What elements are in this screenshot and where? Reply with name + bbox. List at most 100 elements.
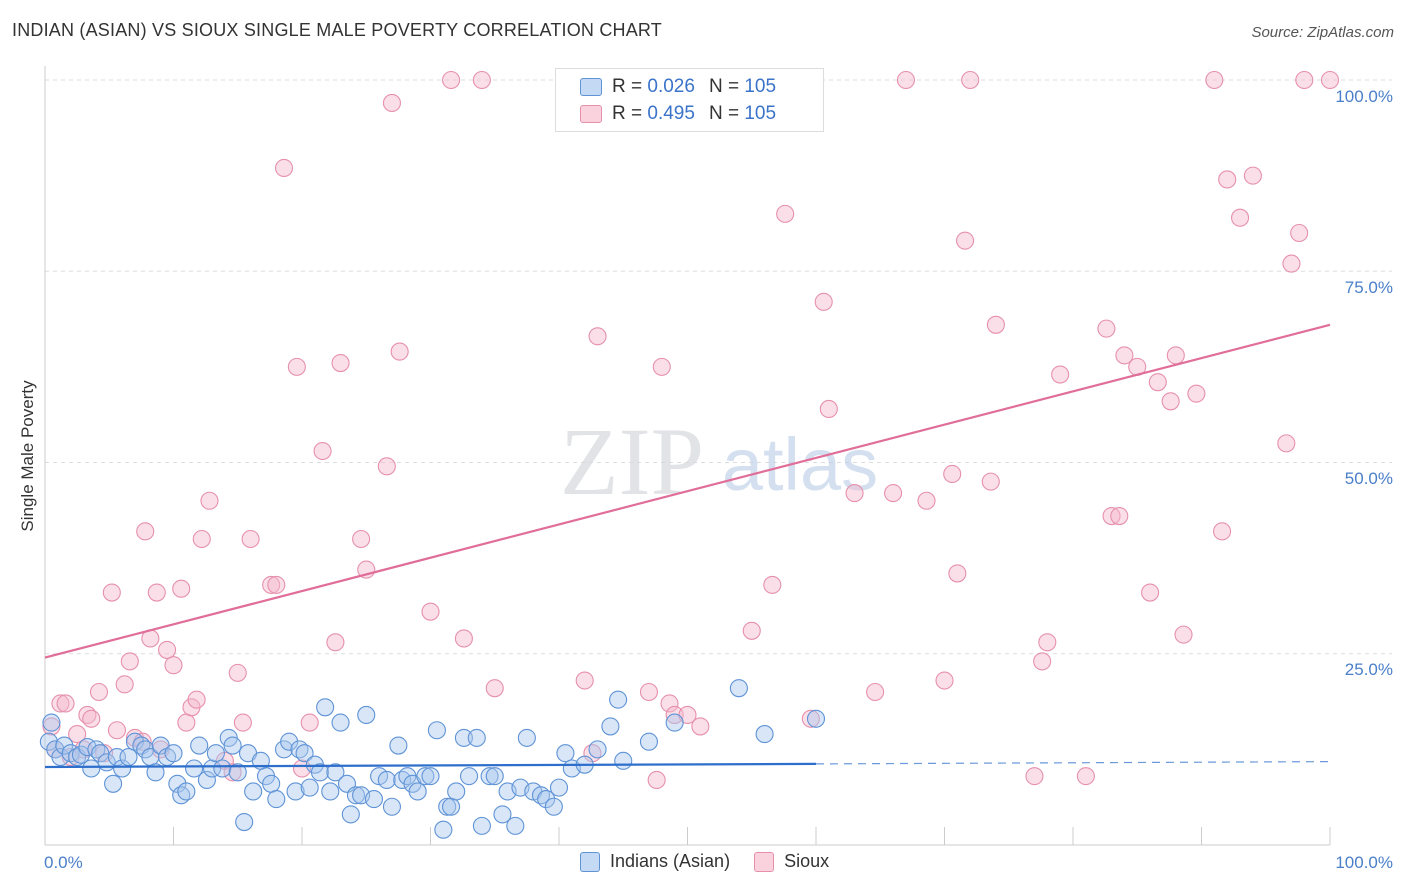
data-point [447,782,466,801]
legend-n-label: N = [708,103,740,124]
data-point [1148,373,1167,392]
indians-asian-series [39,679,826,839]
data-point [56,694,75,713]
legend-label-sioux: Sioux [784,851,830,871]
data-point [316,698,335,717]
data-point [262,774,281,793]
series-legend: Indians (Asian) Sioux [580,851,853,872]
data-point [454,728,473,747]
sioux-series [42,70,1340,790]
data-point [115,675,134,694]
data-point [537,790,556,809]
data-point [295,744,314,763]
data-point [601,717,620,736]
data-point [986,315,1005,334]
data-point [845,484,864,503]
data-point [82,709,101,728]
data-point [1295,70,1314,90]
legend-r-label: R = [612,103,643,124]
data-point [472,70,491,90]
legend-swatch-blue [580,78,602,96]
data-point [776,204,795,223]
data-point [652,357,671,376]
data-point [119,747,138,767]
data-point [917,491,936,510]
data-point [331,353,350,373]
data-point [267,790,286,809]
y-tick-100: 100.0% [1335,87,1393,106]
legend-swatch-pink [754,851,775,872]
data-point [352,529,371,549]
data-point [421,602,440,621]
data-point [1038,633,1057,652]
data-point [341,805,360,824]
data-point [326,633,345,652]
x-tick-0: 0.0% [44,853,83,872]
data-point [390,342,409,361]
data-point [190,736,209,755]
data-point [185,759,204,778]
data-point [187,690,206,709]
data-point [357,705,376,725]
data-point [197,770,216,790]
data-point [434,820,453,839]
data-point [517,728,536,747]
data-point [241,529,260,549]
watermark-atlas: atlas [722,423,878,506]
data-point [1231,208,1250,227]
y-axis-label: Single Male Poverty [18,380,37,532]
data-point [1161,392,1180,411]
data-point [382,93,402,112]
data-point [51,694,70,713]
data-point [819,399,838,419]
data-point [943,464,962,484]
data-point [814,292,833,311]
data-point [472,816,491,835]
data-point [200,491,219,510]
data-point [588,327,607,346]
data-point [235,812,254,832]
data-point [113,759,132,778]
data-point [1282,254,1301,273]
gridlines [45,79,1392,655]
legend-swatch-blue [580,851,600,872]
data-point [267,575,286,594]
data-point [981,472,1000,491]
data-point [493,805,512,824]
data-point [203,759,222,778]
legend-n-label: N = [708,76,740,97]
data-point [382,797,402,816]
watermark: ZIP atlas [560,408,878,515]
data-point [755,725,774,744]
data-point [206,744,225,763]
data-point [454,629,473,648]
data-point [331,713,350,732]
data-point [896,70,916,90]
data-point [192,529,211,549]
y-tick-25: 25.0% [1344,660,1393,679]
source-credit: Source: ZipAtlas.com [1251,24,1394,41]
data-point [416,767,435,786]
data-point [213,759,232,778]
data-point [262,575,281,594]
data-point [91,744,110,763]
data-point [228,663,247,682]
chart-title: INDIAN (ASIAN) VS SIOUX SINGLE MALE POVE… [12,20,663,40]
data-point [1277,434,1296,453]
data-point [935,671,954,690]
indians-asian-trend-extension [815,761,1331,765]
indians-asian-trend-line [44,762,817,769]
data-point [287,357,306,376]
data-point [321,782,340,801]
correlation-legend: R = 0.026 N = 105 R = 0.495 N = 105 [555,68,824,132]
data-point [55,736,74,755]
data-point [244,782,263,801]
data-point [1218,170,1237,189]
data-point [89,682,109,702]
data-point [485,767,504,786]
data-point [274,158,294,178]
axes [44,66,1331,846]
data-point [223,736,242,755]
data-point [1320,70,1340,90]
